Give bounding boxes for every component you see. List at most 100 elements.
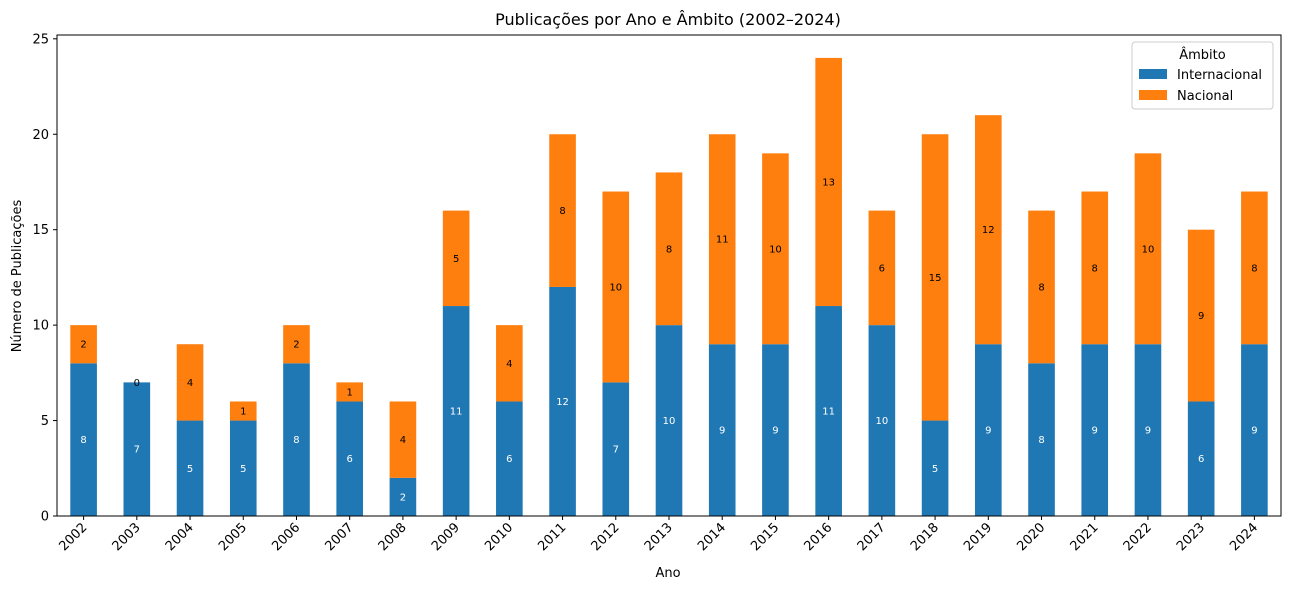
x-tick-label: 2023	[1174, 520, 1208, 554]
legend-label-nacional: Nacional	[1177, 89, 1233, 104]
bar-value-label: 9	[985, 426, 991, 437]
bar-nacional-2019	[975, 115, 1002, 345]
x-tick-label: 2022	[1121, 520, 1155, 554]
bar-internacional-2012	[602, 382, 630, 516]
bar-value-label: 1	[240, 407, 246, 418]
bar-internacional-2019	[975, 344, 1002, 516]
y-tick-label: 15	[32, 223, 49, 238]
bar-value-label: 9	[772, 426, 778, 437]
x-tick-label: 2018	[908, 520, 942, 554]
legend-swatch-internacional	[1139, 69, 1167, 79]
bar-value-label: 8	[666, 244, 672, 255]
bar-value-label: 2	[400, 492, 406, 503]
bar-value-label: 9	[1145, 426, 1151, 437]
bar-nacional-2024	[1241, 191, 1268, 345]
x-tick-label: 2015	[748, 520, 782, 554]
bar-nacional-2005	[229, 401, 257, 421]
bar-internacional-2008	[389, 477, 417, 516]
x-tick-label: 2009	[429, 520, 463, 554]
bar-value-label: 13	[822, 177, 835, 188]
bar-value-label: 10	[876, 416, 889, 427]
x-tick-label: 2008	[376, 520, 410, 554]
x-axis-label: Ano	[655, 566, 680, 581]
bar-internacional-2014	[708, 344, 736, 516]
bar-value-label: 5	[453, 254, 459, 265]
x-tick-label: 2007	[323, 520, 357, 554]
x-tick-label: 2011	[535, 520, 569, 554]
y-tick-label: 5	[41, 414, 49, 429]
bar-value-label: 10	[769, 244, 782, 255]
bar-value-label: 11	[716, 235, 729, 246]
bar-internacional-2003	[123, 382, 151, 516]
bar-nacional-2004	[176, 344, 204, 421]
x-tick-label: 2013	[642, 520, 676, 554]
bar-nacional-2011	[549, 134, 576, 287]
y-tick-label: 25	[32, 32, 49, 47]
bar-nacional-2015	[762, 153, 789, 345]
x-tick-label: 2002	[56, 520, 90, 554]
bar-value-label: 9	[1251, 426, 1257, 437]
bar-internacional-2015	[762, 344, 789, 516]
bar-value-label: 8	[1251, 263, 1257, 274]
bar-value-label: 15	[929, 273, 942, 284]
bar-nacional-2017	[868, 210, 896, 326]
bar-nacional-2021	[1081, 191, 1109, 345]
bar-internacional-2009	[442, 306, 470, 516]
bar-value-label: 5	[240, 464, 246, 475]
bar-value-label: 6	[879, 263, 885, 274]
bar-nacional-2009	[442, 210, 470, 307]
x-tick-label: 2020	[1014, 520, 1048, 554]
bar-value-label: 1	[347, 387, 353, 398]
chart-title: Publicações por Ano e Âmbito (2002–2024)	[495, 10, 841, 29]
x-tick-label: 2003	[110, 520, 144, 554]
bar-value-label: 2	[293, 340, 299, 351]
y-tick-label: 0	[41, 510, 49, 525]
bar-internacional-2017	[868, 325, 896, 516]
legend-box	[1131, 41, 1274, 110]
bar-value-label: 6	[1198, 454, 1204, 465]
bar-internacional-2007	[336, 401, 363, 516]
bar-value-label: 8	[80, 435, 86, 446]
bar-value-label: 4	[400, 435, 406, 446]
bar-value-label: 8	[1038, 435, 1044, 446]
bar-value-label: 12	[982, 225, 995, 236]
bar-internacional-2004	[176, 420, 204, 516]
bar-value-label: 5	[187, 464, 193, 475]
bar-internacional-2006	[283, 363, 310, 516]
x-tick-label: 2006	[269, 520, 303, 554]
bar-nacional-2014	[708, 134, 736, 345]
legend-label-internacional: Internacional	[1177, 68, 1262, 83]
bar-internacional-2023	[1187, 401, 1215, 516]
bar-nacional-2018	[921, 134, 949, 421]
bar-internacional-2018	[921, 420, 949, 516]
bar-nacional-2007	[336, 382, 363, 402]
bar-value-label: 11	[822, 407, 835, 418]
bar-internacional-2016	[815, 306, 842, 516]
bar-value-label: 8	[559, 206, 565, 217]
bar-value-label: 9	[719, 426, 725, 437]
bar-value-label: 6	[506, 454, 512, 465]
bar-internacional-2024	[1241, 344, 1268, 516]
bar-nacional-2020	[1028, 210, 1055, 364]
bar-nacional-2006	[283, 325, 310, 364]
x-tick-label: 2010	[482, 520, 516, 554]
x-tick-label: 2016	[801, 520, 835, 554]
x-tick-label: 2021	[1068, 520, 1102, 554]
bar-value-label: 12	[556, 397, 569, 408]
y-axis-label: Número de Publicações	[10, 200, 25, 353]
bar-nacional-2002	[70, 325, 97, 364]
y-tick-label: 20	[32, 128, 49, 143]
bar-value-label: 5	[932, 464, 938, 475]
legend-title: Âmbito	[1179, 47, 1226, 63]
x-tick-label: 2004	[163, 520, 197, 554]
bar-nacional-2010	[496, 325, 523, 402]
bar-internacional-2005	[229, 420, 257, 516]
x-tick-label: 2014	[695, 520, 729, 554]
bar-internacional-2022	[1134, 344, 1162, 516]
legend-swatch-nacional	[1139, 90, 1167, 100]
bar-value-label: 10	[1142, 244, 1155, 255]
bar-value-label: 8	[1092, 263, 1098, 274]
x-tick-label: 2019	[961, 520, 995, 554]
